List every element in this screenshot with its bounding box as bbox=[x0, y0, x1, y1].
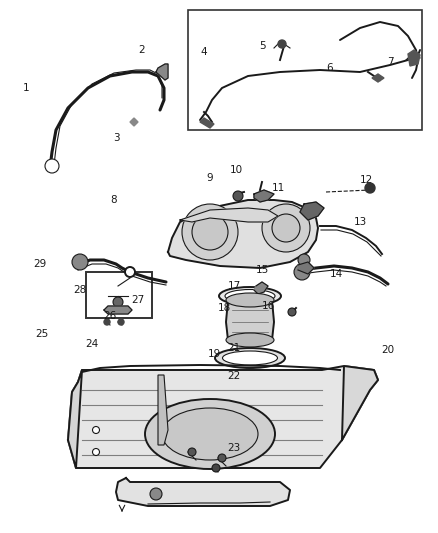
Polygon shape bbox=[156, 64, 168, 80]
Text: 17: 17 bbox=[227, 281, 240, 291]
Bar bbox=[86, 272, 152, 318]
Text: 10: 10 bbox=[230, 165, 243, 175]
Circle shape bbox=[262, 204, 310, 252]
Polygon shape bbox=[68, 370, 82, 468]
Circle shape bbox=[288, 308, 296, 316]
Text: 13: 13 bbox=[353, 217, 367, 227]
Text: 11: 11 bbox=[272, 183, 285, 193]
Text: 8: 8 bbox=[111, 195, 117, 205]
Ellipse shape bbox=[215, 348, 285, 368]
Circle shape bbox=[278, 40, 286, 48]
Polygon shape bbox=[104, 306, 132, 314]
Circle shape bbox=[104, 319, 110, 325]
Polygon shape bbox=[168, 200, 318, 268]
Ellipse shape bbox=[226, 333, 274, 347]
Polygon shape bbox=[158, 375, 168, 445]
Text: 21: 21 bbox=[227, 343, 240, 353]
Circle shape bbox=[294, 264, 310, 280]
Text: 9: 9 bbox=[207, 173, 213, 183]
Circle shape bbox=[118, 319, 124, 325]
Polygon shape bbox=[68, 366, 378, 468]
Text: 12: 12 bbox=[359, 175, 373, 185]
Text: 23: 23 bbox=[227, 443, 240, 453]
Text: 1: 1 bbox=[23, 83, 29, 93]
Circle shape bbox=[72, 254, 88, 270]
Ellipse shape bbox=[219, 287, 281, 305]
Circle shape bbox=[218, 454, 226, 462]
Ellipse shape bbox=[226, 293, 274, 307]
Text: 14: 14 bbox=[329, 269, 343, 279]
Text: 28: 28 bbox=[74, 285, 87, 295]
Text: 7: 7 bbox=[387, 57, 393, 67]
Polygon shape bbox=[298, 262, 314, 274]
Text: 6: 6 bbox=[327, 63, 333, 73]
Text: 27: 27 bbox=[131, 295, 145, 305]
Circle shape bbox=[92, 448, 99, 456]
Polygon shape bbox=[200, 118, 214, 128]
Text: 22: 22 bbox=[227, 371, 240, 381]
Text: 16: 16 bbox=[261, 301, 275, 311]
Bar bbox=[188, 10, 422, 130]
Circle shape bbox=[298, 254, 310, 266]
Circle shape bbox=[92, 426, 99, 433]
Circle shape bbox=[150, 488, 162, 500]
Circle shape bbox=[113, 297, 123, 307]
Ellipse shape bbox=[223, 351, 278, 365]
Polygon shape bbox=[116, 478, 290, 506]
Polygon shape bbox=[226, 300, 274, 340]
Circle shape bbox=[272, 214, 300, 242]
Circle shape bbox=[125, 267, 135, 277]
Text: 4: 4 bbox=[201, 47, 207, 57]
Ellipse shape bbox=[145, 399, 275, 469]
Polygon shape bbox=[254, 282, 268, 294]
Text: 3: 3 bbox=[113, 133, 119, 143]
Circle shape bbox=[182, 204, 238, 260]
Text: 20: 20 bbox=[381, 345, 395, 355]
Ellipse shape bbox=[162, 408, 258, 460]
Polygon shape bbox=[372, 74, 384, 82]
Circle shape bbox=[188, 448, 196, 456]
Text: 19: 19 bbox=[207, 349, 221, 359]
Polygon shape bbox=[130, 118, 138, 126]
Text: 29: 29 bbox=[33, 259, 46, 269]
Text: 25: 25 bbox=[35, 329, 49, 339]
Polygon shape bbox=[254, 190, 274, 202]
Polygon shape bbox=[300, 202, 324, 220]
Polygon shape bbox=[342, 366, 378, 440]
Text: 26: 26 bbox=[103, 311, 117, 321]
Circle shape bbox=[365, 183, 375, 193]
Text: 18: 18 bbox=[217, 303, 231, 313]
Polygon shape bbox=[408, 50, 420, 66]
Polygon shape bbox=[180, 208, 278, 222]
Ellipse shape bbox=[225, 289, 275, 303]
Text: 2: 2 bbox=[139, 45, 145, 55]
Circle shape bbox=[233, 191, 243, 201]
Circle shape bbox=[192, 214, 228, 250]
Circle shape bbox=[212, 464, 220, 472]
Text: 24: 24 bbox=[85, 339, 99, 349]
Circle shape bbox=[45, 159, 59, 173]
Text: 5: 5 bbox=[259, 41, 265, 51]
Text: 15: 15 bbox=[255, 265, 268, 275]
